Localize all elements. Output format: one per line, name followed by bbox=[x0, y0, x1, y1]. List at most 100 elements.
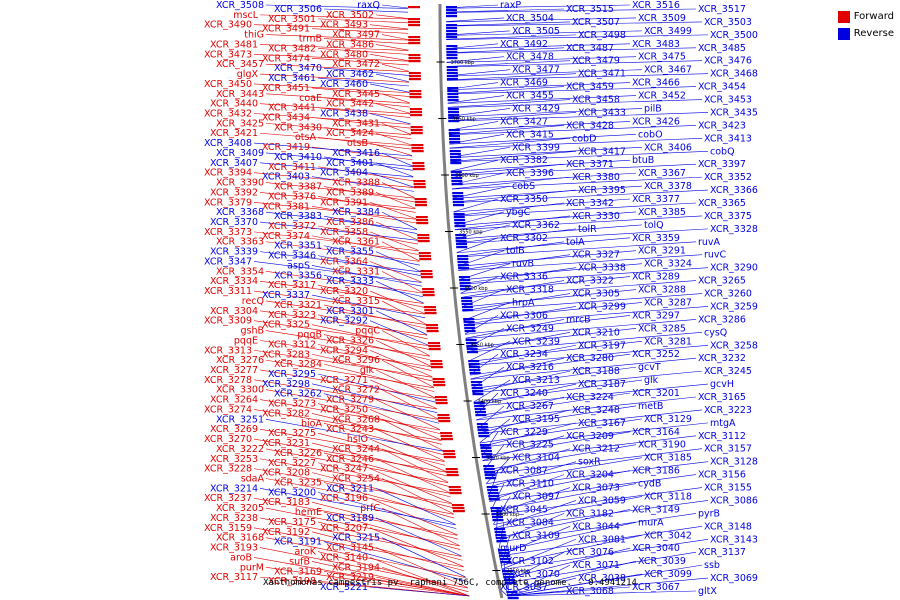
reverse-feature bbox=[468, 363, 480, 366]
gene-leader-line bbox=[446, 47, 565, 54]
gene-label-xcr-3275: XCR_3275 bbox=[268, 428, 316, 439]
gene-label-xcr-3073: XCR_3073 bbox=[572, 483, 620, 494]
forward-feature bbox=[419, 258, 432, 261]
gene-leader-line bbox=[381, 4, 409, 9]
gene-label-pqqc: pqqC bbox=[355, 326, 380, 337]
reverse-feature bbox=[469, 369, 481, 372]
gene-label-ssb: ssb bbox=[704, 560, 720, 571]
forward-feature bbox=[413, 186, 426, 189]
gene-label-xcr-3352: XCR_3352 bbox=[704, 172, 752, 183]
reverse-feature bbox=[492, 519, 504, 522]
gene-label-bioa: bioA bbox=[301, 418, 322, 429]
reverse-feature bbox=[456, 243, 467, 246]
gene-label-xcr-3225: XCR_3225 bbox=[506, 440, 554, 451]
gene-label-xcr-3129: XCR_3129 bbox=[644, 414, 692, 425]
gene-leader-line bbox=[463, 306, 577, 325]
gene-leader-line bbox=[317, 18, 409, 24]
gene-label-xcr-3157: XCR_3157 bbox=[704, 444, 752, 455]
gene-leader-line bbox=[446, 56, 637, 63]
gene-leader-line bbox=[494, 500, 709, 530]
gene-leader-line bbox=[381, 123, 412, 135]
gene-label-xcr-3313: XCR_3313 bbox=[204, 345, 252, 356]
gene-leader-line bbox=[451, 163, 697, 176]
gene-leader-line bbox=[369, 468, 452, 504]
gene-leader-line bbox=[451, 163, 565, 176]
gene-label-xcr-3429: XCR_3429 bbox=[512, 103, 560, 114]
gene-label-xcr-3358: XCR_3358 bbox=[320, 227, 368, 238]
gene-label-glk: glk bbox=[644, 375, 659, 386]
gene-label-xcr-3411: XCR_3411 bbox=[268, 162, 316, 173]
gene-leader-line bbox=[369, 54, 409, 61]
gene-leader-lines bbox=[253, 4, 709, 597]
forward-feature bbox=[435, 399, 448, 402]
gene-label-gshb: gshB bbox=[240, 326, 264, 337]
gene-leader-line bbox=[447, 95, 637, 104]
gene-label-xcr-3148: XCR_3148 bbox=[704, 521, 752, 532]
gene-label-xcr-3371: XCR_3371 bbox=[566, 159, 614, 170]
gene-label-xcr-3204: XCR_3204 bbox=[566, 470, 614, 481]
gene-leader-line bbox=[265, 419, 444, 452]
gene-leader-line bbox=[317, 551, 469, 593]
gene-label-xcr-3334: XCR_3334 bbox=[210, 276, 258, 287]
gene-leader-line bbox=[253, 468, 452, 505]
gene-label-xcr-3102: XCR_3102 bbox=[506, 556, 554, 567]
reverse-feature bbox=[446, 78, 458, 81]
gene-label-xcr-3421: XCR_3421 bbox=[210, 128, 258, 139]
gene-label-xcr-3274: XCR_3274 bbox=[204, 404, 252, 415]
gene-leader-line bbox=[473, 379, 511, 403]
gene-label-xcr-3394: XCR_3394 bbox=[204, 168, 252, 179]
reverse-feature bbox=[461, 300, 473, 303]
reverse-feature bbox=[480, 447, 492, 450]
gene-leader-line bbox=[455, 224, 511, 240]
gene-leader-line bbox=[458, 254, 703, 271]
gene-label-xcr-3194: XCR_3194 bbox=[332, 562, 380, 573]
gene-leader-line bbox=[446, 47, 697, 54]
gene-label-xcr-3390: XCR_3390 bbox=[216, 178, 264, 189]
gene-label-xcr-3086: XCR_3086 bbox=[710, 495, 758, 506]
gene-label-xcr-3186: XCR_3186 bbox=[632, 466, 680, 477]
gene-leader-line bbox=[317, 107, 411, 118]
reverse-feature bbox=[474, 408, 486, 411]
gene-leader-line bbox=[253, 320, 429, 346]
reverse-feature bbox=[468, 360, 480, 363]
gene-leader-line bbox=[460, 276, 631, 294]
reverse-feature bbox=[455, 240, 467, 243]
reverse-feature bbox=[504, 582, 516, 585]
gene-leader-line bbox=[369, 586, 470, 597]
gene-label-xcr-3159: XCR_3159 bbox=[204, 523, 252, 534]
gene-leader-line bbox=[459, 267, 709, 285]
gene-leader-line bbox=[468, 340, 511, 362]
reverse-feature bbox=[451, 180, 463, 183]
gene-leader-line bbox=[369, 320, 429, 346]
gene-label-xcr-3351: XCR_3351 bbox=[274, 241, 322, 252]
gene-label-xcr-3244: XCR_3244 bbox=[332, 444, 380, 455]
gene-leader-line bbox=[446, 60, 571, 67]
gene-label-xcr-3474: XCR_3474 bbox=[262, 53, 310, 64]
forward-feature bbox=[452, 510, 465, 513]
gene-label-xcr-3438: XCR_3438 bbox=[320, 109, 368, 120]
gene-leader-line bbox=[375, 340, 432, 367]
reverse-feature bbox=[456, 246, 468, 249]
gene-leader-line bbox=[446, 17, 637, 23]
gene-leader-line bbox=[375, 547, 468, 588]
gene-label-xcr-3143: XCR_3143 bbox=[710, 534, 758, 545]
reverse-feature bbox=[446, 54, 458, 57]
gene-label-xcr-3475: XCR_3475 bbox=[638, 52, 686, 63]
gene-label-xcr-3379: XCR_3379 bbox=[204, 197, 252, 208]
gene-leader-line bbox=[375, 221, 418, 241]
forward-feature bbox=[409, 108, 422, 111]
gene-leader-line bbox=[461, 280, 565, 298]
gene-label-xcr-3201: XCR_3201 bbox=[632, 388, 680, 399]
gene-leader-line bbox=[381, 271, 423, 293]
forward-feature bbox=[437, 417, 450, 420]
gene-label-xcr-3301: XCR_3301 bbox=[326, 306, 374, 317]
gene-label-xcr-3259: XCR_3259 bbox=[710, 301, 758, 312]
gene-leader-line bbox=[447, 82, 631, 91]
reverse-feature bbox=[451, 174, 462, 177]
gene-leader-line bbox=[381, 478, 454, 515]
gene-label-xcr-3232: XCR_3232 bbox=[698, 353, 746, 364]
forward-feature bbox=[422, 288, 435, 291]
gene-label-xcr-3382: XCR_3382 bbox=[500, 155, 548, 166]
gene-leader-line bbox=[317, 166, 414, 182]
reverse-feature bbox=[450, 171, 462, 174]
